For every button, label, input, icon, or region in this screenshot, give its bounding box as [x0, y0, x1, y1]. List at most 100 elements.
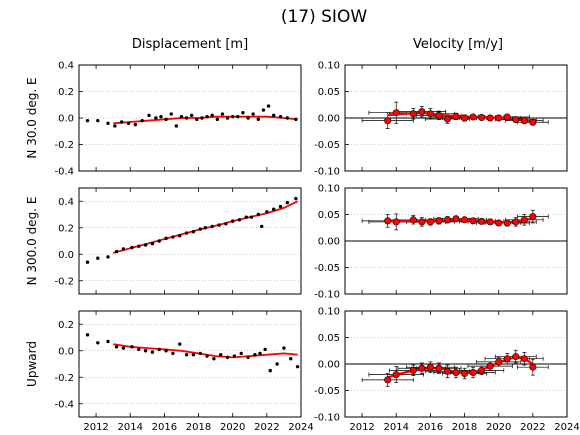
- data-point: [241, 111, 245, 115]
- y-tick-label: -0.05: [314, 386, 340, 397]
- velocity-point: [503, 219, 511, 227]
- x-tick-label: 2020: [486, 422, 511, 433]
- data-point: [157, 239, 161, 243]
- data-point: [246, 355, 250, 360]
- y-tick-label: 0.2: [58, 223, 74, 234]
- velocity-point: [469, 368, 477, 376]
- data-point: [266, 104, 271, 108]
- data-point: [210, 224, 214, 229]
- y-tick-label: 0.05: [318, 210, 340, 221]
- data-point: [113, 124, 117, 128]
- plot-frame: [78, 187, 302, 295]
- plot-frame: [344, 310, 568, 418]
- data-point: [198, 227, 202, 231]
- data-point: [150, 241, 155, 246]
- data-point: [278, 204, 283, 209]
- y-tick-label: 0.10: [318, 61, 340, 72]
- velocity-point: [443, 367, 451, 375]
- data-point: [251, 112, 255, 116]
- velocity-point: [392, 218, 400, 226]
- data-point: [85, 260, 90, 264]
- data-point: [225, 116, 230, 120]
- data-point: [225, 355, 230, 360]
- data-point: [271, 113, 276, 118]
- velocity-point: [469, 217, 477, 225]
- velocity-point: [384, 217, 392, 225]
- data-point: [230, 219, 235, 223]
- data-point: [205, 114, 209, 119]
- data-point: [171, 351, 175, 356]
- data-point: [282, 346, 286, 350]
- y-tick-label: 0.4: [58, 61, 74, 72]
- velocity-point: [520, 216, 528, 224]
- data-point: [239, 351, 243, 356]
- x-tick-label: 2022: [520, 422, 545, 433]
- data-point: [253, 353, 257, 357]
- velocity-point: [409, 216, 417, 224]
- data-point: [191, 230, 196, 234]
- data-point: [294, 117, 298, 122]
- velocity-point: [392, 109, 400, 117]
- data-point: [85, 118, 90, 123]
- column-title-displacement: Displacement [m]: [132, 37, 248, 52]
- data-point: [154, 116, 158, 120]
- data-point: [275, 362, 279, 366]
- velocity-point: [503, 355, 511, 363]
- velocity-point: [452, 215, 460, 223]
- velocity-point: [392, 371, 400, 379]
- velocity-point: [435, 217, 443, 225]
- velocity-point: [529, 213, 537, 221]
- x-tick-label: 2012: [83, 422, 108, 433]
- data-point: [190, 113, 194, 118]
- velocity-point: [452, 368, 460, 376]
- data-point: [96, 341, 100, 345]
- data-point: [236, 114, 240, 119]
- data-point: [232, 354, 237, 358]
- velocity-point: [469, 113, 477, 121]
- data-point: [164, 349, 168, 353]
- data-point: [249, 215, 254, 219]
- data-point: [143, 243, 148, 247]
- data-point: [96, 256, 100, 260]
- data-point: [246, 116, 250, 120]
- fit-line: [387, 217, 534, 224]
- data-point: [174, 124, 179, 128]
- y-tick-label: 0.0: [58, 346, 74, 357]
- velocity-point: [478, 113, 486, 121]
- data-point: [278, 114, 283, 119]
- data-point: [184, 231, 189, 235]
- data-point: [219, 353, 223, 357]
- velocity-point: [478, 217, 486, 225]
- data-point: [230, 114, 235, 119]
- y-tick-label: -0.2: [54, 276, 74, 287]
- velocity-point: [495, 114, 503, 122]
- y-tick-label: 0.05: [318, 87, 340, 98]
- data-point: [119, 120, 124, 124]
- data-point: [224, 222, 228, 226]
- data-point: [256, 117, 261, 122]
- y-tick-label: -0.10: [314, 290, 340, 301]
- panel-displacement-n300: -0.2 0.0 0.2 0.4: [54, 187, 302, 295]
- velocity-point: [461, 216, 469, 224]
- data-point: [261, 108, 266, 112]
- velocity-point: [461, 370, 469, 378]
- data-point: [106, 121, 110, 126]
- x-tick-label: 2012: [349, 422, 374, 433]
- velocity-point: [384, 376, 392, 384]
- y-tick-label: 0.10: [318, 184, 340, 195]
- y-tick-label: 0.0: [58, 250, 74, 261]
- y-tick-label: 0.2: [58, 320, 74, 331]
- y-tick-label: -0.4: [54, 399, 74, 410]
- data-point: [295, 364, 300, 369]
- data-point: [126, 121, 131, 126]
- figure-title: (17) SIOW: [281, 7, 367, 27]
- data-point: [289, 357, 293, 361]
- y-tick-label: 0.2: [58, 87, 74, 98]
- velocity-point: [426, 110, 434, 118]
- data-point: [212, 357, 216, 361]
- data-point: [195, 117, 199, 122]
- velocity-point: [529, 118, 537, 126]
- velocity-point: [452, 112, 460, 120]
- y-tick-label: 0.00: [318, 360, 340, 371]
